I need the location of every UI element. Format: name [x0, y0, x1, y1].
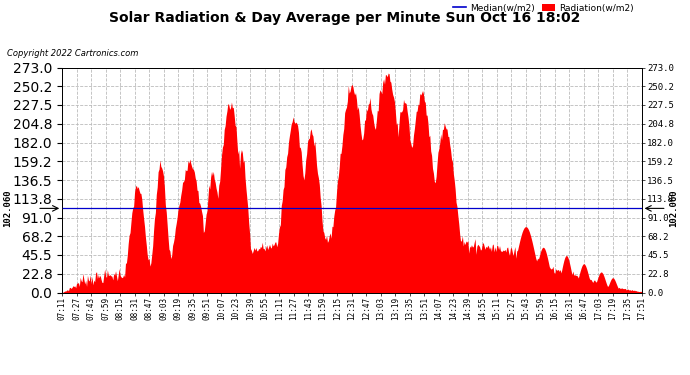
Text: 102.060: 102.060: [669, 190, 678, 227]
Text: Solar Radiation & Day Average per Minute Sun Oct 16 18:02: Solar Radiation & Day Average per Minute…: [109, 11, 581, 25]
Text: 102.060: 102.060: [3, 190, 12, 227]
Legend: Median(w/m2), Radiation(w/m2): Median(w/m2), Radiation(w/m2): [449, 0, 637, 16]
Text: Copyright 2022 Cartronics.com: Copyright 2022 Cartronics.com: [7, 49, 138, 58]
